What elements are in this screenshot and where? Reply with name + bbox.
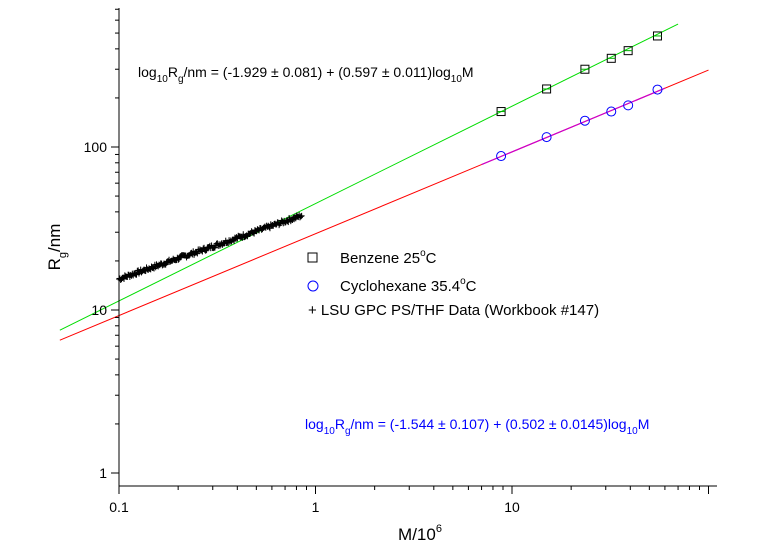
legend-benzene-rest: C xyxy=(426,250,437,267)
red-fit-equation: log10Rg/nm = (-1.544 ± 0.107) + (0.502 ±… xyxy=(305,416,649,437)
y-tick-label: 100 xyxy=(84,139,108,155)
legend-square-marker xyxy=(308,253,317,262)
equation-part: 10 xyxy=(324,426,336,437)
equation-part: M xyxy=(462,64,474,80)
x-ticks: 0.1 1 10 xyxy=(109,486,708,515)
legend-label-lsu-gpc: + LSU GPC PS/THF Data (Workbook #147) xyxy=(308,302,599,319)
green-fit-equation: log10Rg/nm = (-1.929 ± 0.081) + (0.597 ±… xyxy=(138,64,474,85)
x-axis-title-sup: 6 xyxy=(436,523,442,535)
legend: Benzene 25oC Cyclohexane 35.4oC + LSU GP… xyxy=(308,248,599,319)
equation-part: 10 xyxy=(451,74,463,85)
legend-benzene-main: Benzene 25 xyxy=(340,250,420,267)
equation-part: M xyxy=(638,416,650,432)
y-axis-title-rest: /nm xyxy=(45,224,64,252)
equation-part: R xyxy=(335,416,345,432)
legend-cyclohexane-rest: C xyxy=(466,278,477,295)
legend-entry-lsu-gpc: + LSU GPC PS/THF Data (Workbook #147) xyxy=(308,302,599,319)
equation-part: 10 xyxy=(627,426,639,437)
equation-part: log xyxy=(305,416,324,432)
x-axis-title: M/106 xyxy=(398,523,442,544)
equation-part: log xyxy=(138,64,157,80)
equation-part: /nm = (-1.544 ± 0.107) + (0.502 ± 0.0145… xyxy=(351,416,627,432)
legend-cyclohexane-main: Cyclohexane 35.4 xyxy=(340,278,460,295)
fit-line-2 xyxy=(482,88,665,164)
equation-part: 10 xyxy=(157,74,169,85)
x-tick-label: 1 xyxy=(312,499,320,515)
legend-entry-cyclohexane: Cyclohexane 35.4oC xyxy=(308,276,477,295)
x-tick-label: 0.1 xyxy=(109,499,129,515)
legend-circle-marker xyxy=(308,281,318,291)
y-axis-title: Rg/nm xyxy=(45,224,69,271)
legend-entry-benzene: Benzene 25oC xyxy=(308,248,437,267)
y-axis-title-main: R xyxy=(45,258,64,270)
legend-label-cyclohexane: Cyclohexane 35.4oC xyxy=(340,276,477,295)
legend-label-benzene: Benzene 25oC xyxy=(340,248,437,267)
y-tick-label: 10 xyxy=(91,302,107,318)
x-axis-title-main: M/10 xyxy=(398,525,436,544)
x-tick-label: 10 xyxy=(504,499,520,515)
equation-part: /nm = (-1.929 ± 0.081) + (0.597 ± 0.011)… xyxy=(184,64,451,80)
equation-part: R xyxy=(168,64,178,80)
y-ticks: 1 10 100 xyxy=(84,9,119,481)
y-tick-label: 1 xyxy=(99,465,107,481)
